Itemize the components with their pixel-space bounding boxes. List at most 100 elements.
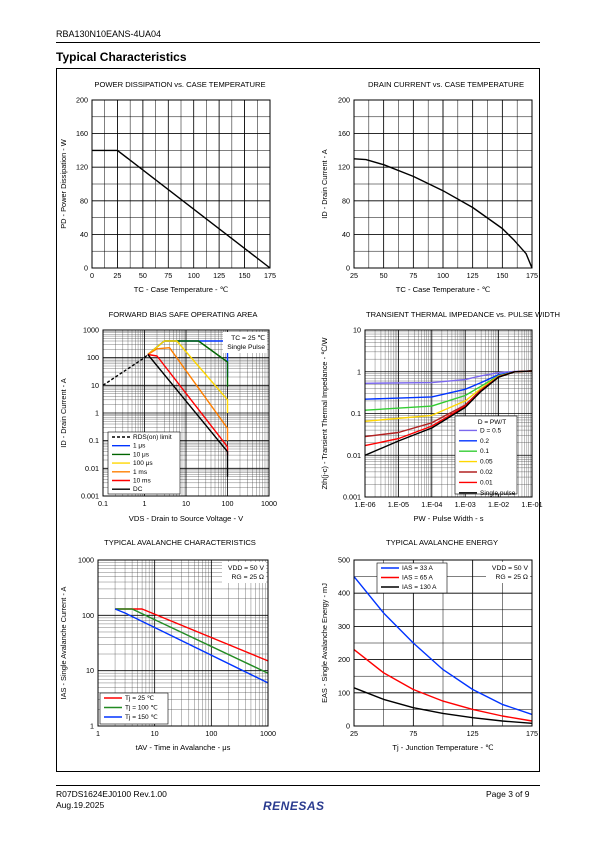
id-vs-tc-x-tick-label: 50 (380, 271, 388, 280)
pd-vs-tc-y-tick-label: 200 (76, 96, 88, 105)
id-vs-tc-x-tick-label: 25 (350, 271, 358, 280)
avalanche-current-legend-label: Tj = 100 ℃ (125, 705, 158, 712)
zth-x-tick-label: 1.E-03 (455, 500, 476, 509)
avalanche-energy-series-line-1 (353, 649, 533, 722)
id-vs-tc-y-tick-label: 160 (338, 129, 350, 138)
zth-series-line-2 (364, 370, 533, 411)
id-vs-tc-x-tick-label: 125 (467, 271, 479, 280)
zth-y-tick-label: 0.1 (351, 409, 361, 418)
avalanche-current-x-tick-label: 1 (96, 729, 100, 738)
pd-vs-tc-y-tick-label: 40 (80, 230, 88, 239)
id-vs-tc-y-axis-label: ID - Drain Current - A (320, 149, 329, 218)
fbsoa-y-axis-label: ID - Drain Current - A (59, 378, 68, 447)
avalanche-energy-y-tick-label: 500 (338, 556, 350, 565)
pd-vs-tc-series-line-0 (92, 149, 271, 269)
charts-frame (56, 68, 540, 772)
avalanche-energy-plot-frame (353, 559, 533, 727)
fbsoa-y-tick-label: 1000 (83, 326, 99, 335)
fbsoa-legend-label: DC (133, 486, 143, 493)
pd-vs-tc-y-tick-label: 120 (76, 163, 88, 172)
section-title: Typical Characteristics (56, 50, 187, 64)
avalanche-energy-y-tick-label: 300 (338, 622, 350, 631)
avalanche-current-y-tick-label: 100 (82, 611, 94, 620)
fbsoa-y-tick-label: 0.01 (85, 464, 99, 473)
pd-vs-tc-x-tick-label: 0 (90, 271, 94, 280)
footer-date: Aug.19.2025 (56, 800, 105, 810)
pd-vs-tc-x-tick-label: 50 (139, 271, 147, 280)
pd-vs-tc-plot-frame (91, 99, 271, 269)
zth-x-tick-label: 1.E-04 (421, 500, 442, 509)
avalanche-energy-series-line-0 (353, 576, 533, 716)
avalanche-energy-x-axis-label: Tj - Junction Temperature - ℃ (392, 743, 494, 752)
pd-vs-tc-x-tick-label: 150 (239, 271, 251, 280)
avalanche-current-series-line-2 (114, 608, 269, 684)
footer-rule (56, 785, 540, 786)
avalanche-energy-x-tick-label: 25 (350, 729, 358, 738)
id-vs-tc-chart-title: DRAIN CURRENT vs. CASE TEMPERATURE (368, 80, 524, 89)
avalanche-current-annotation-text: VDD = 50 V (228, 565, 265, 572)
avalanche-energy-y-tick-label: 200 (338, 655, 350, 664)
pd-vs-tc-y-tick-label: 160 (76, 129, 88, 138)
id-vs-tc-x-tick-label: 100 (437, 271, 449, 280)
fbsoa-series-line-6 (147, 354, 229, 477)
zth-x-axis-label: PW - Pulse Width - s (413, 514, 483, 523)
zth-legend-label: 0.1 (480, 448, 489, 455)
fbsoa-legend-label: 1 μs (133, 443, 146, 450)
zth-legend-label: D = 0.5 (480, 427, 502, 434)
fbsoa-annotation-text: TC = 25 ℃ (231, 335, 265, 342)
fbsoa-y-tick-label: 0.1 (89, 436, 99, 445)
zth-y-tick-label: 0.001 (343, 493, 361, 502)
zth-x-tick-label: 1.E-05 (388, 500, 409, 509)
avalanche-energy-x-tick-label: 175 (526, 729, 538, 738)
avalanche-current-y-tick-label: 10 (86, 666, 94, 675)
fbsoa-x-tick-label: 0.1 (98, 499, 108, 508)
fbsoa-y-tick-label: 10 (91, 381, 99, 390)
zth-x-tick-label: 1.E-01 (521, 500, 542, 509)
zth-legend-label: 0.02 (480, 469, 493, 476)
zth-y-axis-label: Zth(j-c) - Transient Thermal Impedance -… (320, 338, 329, 490)
header-rule (56, 42, 540, 43)
fbsoa-series-line-0 (102, 353, 149, 386)
pd-vs-tc-x-tick-label: 125 (213, 271, 225, 280)
fbsoa-chart-title: FORWARD BIAS SAFE OPERATING AREA (109, 310, 259, 319)
avalanche-current-x-tick-label: 100 (205, 729, 217, 738)
fbsoa-annotation-text: Single Pulse (227, 344, 265, 351)
pd-vs-tc-x-tick-label: 75 (164, 271, 172, 280)
fbsoa-y-tick-label: 1 (95, 409, 99, 418)
avalanche-energy-y-tick-label: 100 (338, 688, 350, 697)
avalanche-energy-legend-label: IAS = 33 A (402, 565, 434, 572)
id-vs-tc-x-axis-label: TC - Case Temperature - ℃ (396, 285, 491, 294)
avalanche-energy-y-tick-label: 0 (346, 722, 350, 731)
zth-legend-title: D = PW/T (478, 419, 506, 426)
avalanche-current-x-tick-label: 10 (151, 729, 159, 738)
avalanche-current-x-axis-label: tAV - Time in Avalanche - μs (136, 743, 231, 752)
zth-y-tick-label: 10 (353, 326, 361, 335)
avalanche-energy-x-tick-label: 75 (409, 729, 417, 738)
zth-x-tick-label: 1.E-02 (488, 500, 509, 509)
pd-vs-tc-x-axis-label: TC - Case Temperature - ℃ (134, 285, 229, 294)
avalanche-current-y-axis-label: IAS - Single Avalanche Current - A (59, 587, 68, 700)
zth-legend-label: Single pulse (480, 490, 516, 497)
avalanche-current-x-tick-label: 1000 (260, 729, 276, 738)
avalanche-current-annotation-text: RG = 25 Ω (232, 574, 264, 581)
zth-legend-label: 0.05 (480, 459, 493, 466)
id-vs-tc-y-tick-label: 40 (342, 230, 350, 239)
fbsoa-y-tick-label: 0.001 (81, 492, 99, 501)
id-vs-tc-series-line-0 (353, 158, 533, 269)
zth-chart-title: TRANSIENT THERMAL IMPEDANCE vs. PULSE WI… (366, 310, 560, 319)
id-vs-tc-y-tick-label: 0 (346, 264, 350, 273)
id-vs-tc-y-tick-label: 120 (338, 163, 350, 172)
fbsoa-x-tick-label: 1 (143, 499, 147, 508)
zth-y-tick-label: 1 (357, 367, 361, 376)
zth-series-line-6 (364, 370, 533, 456)
avalanche-current-legend-label: Tj = 150 ℃ (125, 714, 158, 721)
company-logo: RENESAS (263, 799, 325, 813)
pd-vs-tc-chart-title: POWER DISSIPATION vs. CASE TEMPERATURE (94, 80, 265, 89)
fbsoa-x-tick-label: 100 (222, 499, 234, 508)
avalanche-current-annotation-box (222, 562, 266, 583)
zth-legend-label: 0.01 (480, 479, 493, 486)
pd-vs-tc-x-tick-label: 175 (264, 271, 276, 280)
id-vs-tc-plot-frame (353, 99, 533, 269)
avalanche-energy-series-line-2 (353, 687, 533, 724)
